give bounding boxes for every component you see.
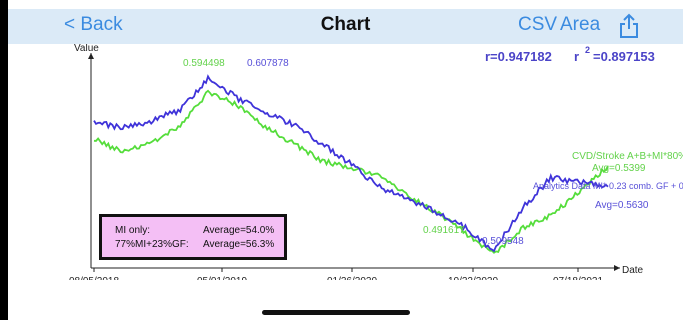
legend-row-mi-gf: 77%MI+23%GF: Average=56.3% xyxy=(115,239,285,250)
r2-prefix: r xyxy=(574,49,579,64)
green-min-label: 0.491617 xyxy=(423,225,465,236)
y-axis-arrow xyxy=(88,53,94,59)
page-title: Chart xyxy=(320,14,371,35)
blue-min-label: 0.509548 xyxy=(482,236,524,247)
series-avg-cvd-stroke: Avg=0.5399 xyxy=(592,163,646,174)
legend-label: MI only: xyxy=(115,225,151,236)
green-max-label: 0.594498 xyxy=(183,58,225,69)
legend-label: 77%MI+23%GF: xyxy=(115,239,189,250)
csv-button[interactable]: CSV xyxy=(518,14,558,35)
series-name-analytics: Analytics Data MI* 0.23 comb. GF + 0.77C… xyxy=(533,181,683,191)
legend-value: Average=54.0% xyxy=(203,225,275,236)
x-tick-label: 10/22/2020 xyxy=(448,276,498,280)
averages-legend: MI only: Average=54.0% 77%MI+23%GF: Aver… xyxy=(99,214,287,260)
r2-value: =0.897153 xyxy=(593,49,655,64)
x-tick-label: 05/01/2019 xyxy=(197,276,247,280)
x-tick-label: 08/05/2018 xyxy=(69,276,119,280)
series-line-cvd-stroke xyxy=(93,89,609,254)
blue-max-label: 0.607878 xyxy=(247,58,289,69)
nav-bar: < Back Chart CSV Area xyxy=(8,9,683,44)
r2-exponent: 2 xyxy=(585,45,590,55)
series-avg-analytics: Avg=0.5630 xyxy=(595,200,649,211)
x-axis-arrow xyxy=(614,265,620,271)
series-name-cvd-stroke: CVD/Stroke A+B+MI*80% xyxy=(572,151,683,162)
x-tick-group: 08/05/2018 05/01/2019 01/26/2020 10/22/2020… xyxy=(69,268,603,280)
chart: r=0.947182 r 2 =0.897153 Value Date 08/0… xyxy=(69,44,683,280)
x-tick-label: 01/26/2020 xyxy=(327,276,377,280)
back-button[interactable]: < Back xyxy=(64,14,123,35)
legend-row-mi-only: MI only: Average=54.0% xyxy=(115,225,285,236)
app-screen: < Back Chart CSV Area r=0.947182 r 2 =0.… xyxy=(8,0,683,320)
share-icon[interactable] xyxy=(618,13,640,39)
home-indicator[interactable] xyxy=(262,310,410,315)
x-axis-label: Date xyxy=(622,265,644,276)
series-line-analytics xyxy=(93,74,609,253)
legend-value: Average=56.3% xyxy=(203,239,275,250)
r-value: r=0.947182 xyxy=(485,49,552,64)
area-button[interactable]: Area xyxy=(560,14,601,35)
x-tick-label: 07/18/2021 xyxy=(553,276,603,280)
y-axis-label: Value xyxy=(74,44,99,54)
